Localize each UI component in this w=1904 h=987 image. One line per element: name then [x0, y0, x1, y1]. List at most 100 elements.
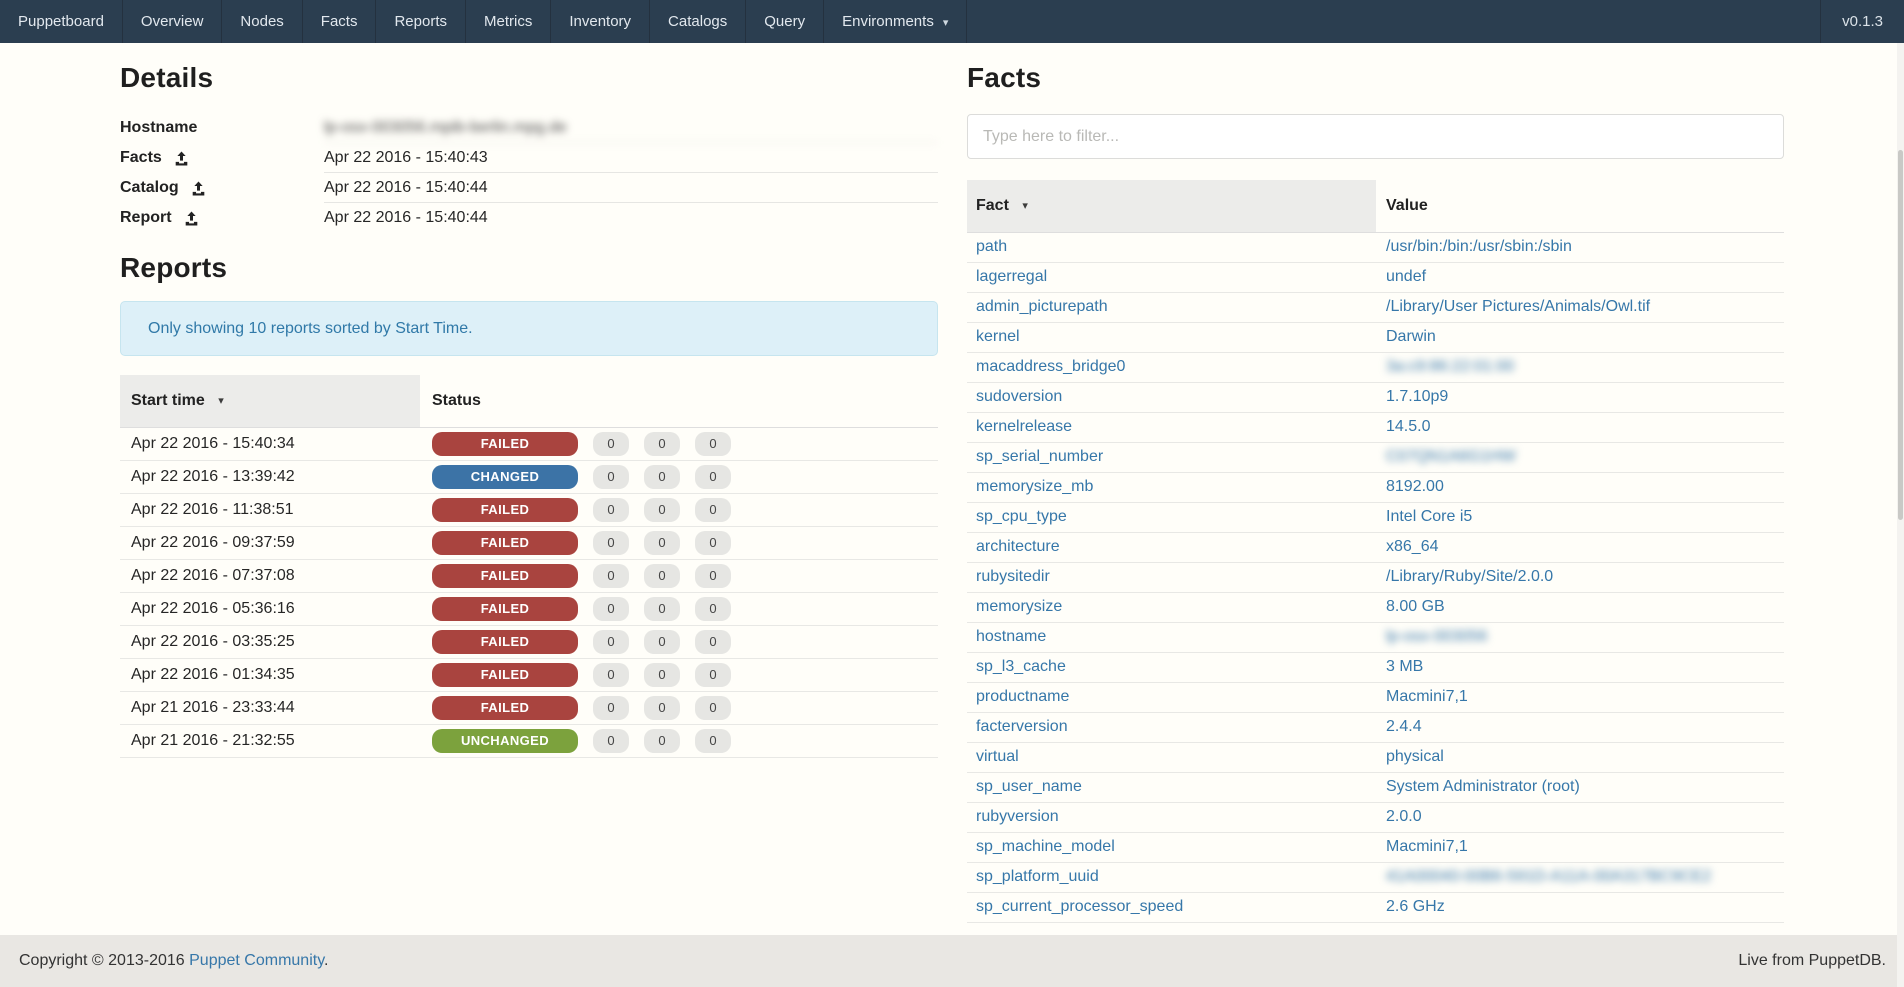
fact-name-link[interactable]: rubyversion: [976, 808, 1059, 825]
report-status-badge: CHANGED: [432, 464, 578, 489]
fact-value-link[interactable]: x86_64: [1386, 538, 1439, 555]
fact-value-link[interactable]: 1.7.10p9: [1386, 388, 1449, 405]
sort-desc-icon: ▾: [218, 394, 224, 407]
fact-value-link[interactable]: 2.4.4: [1386, 718, 1422, 735]
fact-name-link[interactable]: sp_cpu_type: [976, 508, 1067, 525]
fact-row: virtual physical: [967, 742, 1784, 773]
fact-value-link[interactable]: 14.5.0: [1386, 418, 1431, 435]
fact-name-link[interactable]: kernelrelease: [976, 418, 1073, 435]
fact-name-link[interactable]: memorysize: [976, 598, 1063, 615]
fact-value-link[interactable]: 3a:c9:86:22:01:00: [1386, 358, 1515, 375]
fact-value-link[interactable]: System Administrator (root): [1386, 778, 1580, 795]
nav-item-overview[interactable]: Overview: [123, 0, 223, 43]
puppet-community-link[interactable]: Puppet Community: [189, 952, 324, 969]
fact-name-link[interactable]: hostname: [976, 628, 1047, 645]
fact-name-link[interactable]: architecture: [976, 538, 1060, 555]
scrollbar-thumb[interactable]: [1898, 150, 1903, 520]
report-count-badge: 0: [644, 431, 680, 456]
fact-name-link[interactable]: path: [976, 238, 1008, 255]
nav-item-facts[interactable]: Facts: [303, 0, 377, 43]
reports-sort-header-start-time[interactable]: Start time ▾: [120, 375, 420, 428]
fact-row: productname Macmini7,1: [967, 682, 1784, 713]
fact-value-link[interactable]: lp-osx-003056: [1386, 628, 1488, 645]
fact-row: sp_platform_uuid 41A00040-00B6-591D-A11A…: [967, 862, 1784, 893]
fact-row: lagerregal undef: [967, 262, 1784, 293]
fact-value-link[interactable]: undef: [1386, 268, 1427, 285]
fact-name-link[interactable]: sp_machine_model: [976, 838, 1115, 855]
fact-value-link[interactable]: /Library/Ruby/Site/2.0.0: [1386, 568, 1554, 585]
report-status-badge: FAILED: [432, 431, 578, 456]
fact-name-link[interactable]: facterversion: [976, 718, 1068, 735]
facts-header-value[interactable]: Value: [1376, 180, 1784, 233]
report-count-badge: 0: [644, 728, 680, 753]
upload-icon[interactable]: [174, 150, 189, 166]
fact-row: sp_serial_number C07QN1A6G1HW: [967, 442, 1784, 473]
fact-name-link[interactable]: rubysitedir: [976, 568, 1050, 585]
fact-value-link[interactable]: 8.00 GB: [1386, 598, 1445, 615]
value-header-label: Value: [1386, 196, 1428, 214]
fact-name-link[interactable]: sp_l3_cache: [976, 658, 1066, 675]
upload-icon[interactable]: [184, 210, 199, 226]
nav-item-reports[interactable]: Reports: [376, 0, 466, 43]
nav-item-environments-dropdown[interactable]: Environments ▾: [824, 0, 968, 43]
fact-value-link[interactable]: 3 MB: [1386, 658, 1424, 675]
report-count-badge: 0: [695, 497, 731, 522]
detail-value: Apr 22 2016 - 15:40:44: [324, 173, 938, 203]
nav-item-inventory[interactable]: Inventory: [551, 0, 651, 43]
fact-value-link[interactable]: 8192.00: [1386, 478, 1444, 495]
fact-name-link[interactable]: sp_platform_uuid: [976, 868, 1099, 885]
upload-icon[interactable]: [191, 180, 206, 196]
nav-item-metrics[interactable]: Metrics: [466, 0, 552, 43]
nav-item-nodes[interactable]: Nodes: [222, 0, 303, 43]
facts-filter-input[interactable]: [967, 114, 1784, 159]
report-count-badge: 0: [644, 662, 680, 687]
report-status-badge: FAILED: [432, 530, 578, 555]
report-count-badge: 0: [695, 596, 731, 621]
fact-name-link[interactable]: productname: [976, 688, 1070, 705]
fact-value-link[interactable]: physical: [1386, 748, 1444, 765]
report-count-badge: 0: [593, 728, 629, 753]
report-status-badge: FAILED: [432, 596, 578, 621]
fact-name-link[interactable]: admin_picturepath: [976, 298, 1108, 315]
fact-value-link[interactable]: 2.6 GHz: [1386, 898, 1445, 915]
report-count-badge: 0: [695, 431, 731, 456]
fact-value-link[interactable]: C07QN1A6G1HW: [1386, 448, 1516, 465]
facts-sort-header-fact[interactable]: Fact ▾: [967, 180, 1376, 233]
nav-item-query[interactable]: Query: [746, 0, 825, 43]
fact-name-link[interactable]: sp_serial_number: [976, 448, 1104, 465]
fact-row: memorysize_mb 8192.00: [967, 472, 1784, 503]
fact-header-label: Fact: [976, 196, 1009, 214]
fact-value-link[interactable]: 41A00040-00B6-591D-A11A-00A317BC9CE2: [1386, 868, 1712, 885]
fact-value-link[interactable]: Intel Core i5: [1386, 508, 1473, 525]
fact-name-link[interactable]: sp_user_name: [976, 778, 1082, 795]
reports-header-status[interactable]: Status: [420, 375, 938, 428]
fact-value-link[interactable]: Darwin: [1386, 328, 1436, 345]
fact-name-link[interactable]: sp_current_processor_speed: [976, 898, 1184, 915]
fact-name-link[interactable]: sudoversion: [976, 388, 1063, 405]
reports-table: Start time ▾ Status Apr 22 2016 - 15:40:…: [120, 375, 938, 758]
report-count-badge: 0: [695, 464, 731, 489]
fact-name-link[interactable]: kernel: [976, 328, 1020, 345]
fact-value-link[interactable]: /Library/User Pictures/Animals/Owl.tif: [1386, 298, 1651, 315]
fact-name-link[interactable]: memorysize_mb: [976, 478, 1094, 495]
fact-name-link[interactable]: lagerregal: [976, 268, 1048, 285]
detail-value: lp-osx-003056.mpib-berlin.mpg.de: [324, 113, 938, 143]
fact-value-link[interactable]: Macmini7,1: [1386, 838, 1468, 855]
fact-value-link[interactable]: /usr/bin:/bin:/usr/sbin:/sbin: [1386, 238, 1572, 255]
fact-name-link[interactable]: macaddress_bridge0: [976, 358, 1126, 375]
fact-name-link[interactable]: virtual: [976, 748, 1019, 765]
navbar-brand[interactable]: Puppetboard: [0, 0, 123, 43]
fact-value-link[interactable]: 2.0.0: [1386, 808, 1422, 825]
fact-row: rubyversion 2.0.0: [967, 802, 1784, 833]
detail-row: Report Apr 22 2016 - 15:40:44: [120, 203, 938, 233]
report-count-badge: 0: [695, 728, 731, 753]
nav-item-catalogs[interactable]: Catalogs: [650, 0, 747, 43]
fact-row: sp_user_name System Administrator (root): [967, 772, 1784, 803]
fact-value-link[interactable]: Macmini7,1: [1386, 688, 1468, 705]
